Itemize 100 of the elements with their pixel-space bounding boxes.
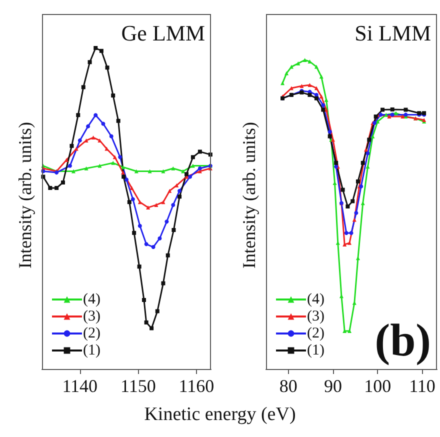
point (155, 309, 160, 314)
point (190, 155, 195, 160)
point (172, 228, 176, 232)
point (84, 166, 88, 170)
point (198, 166, 202, 170)
point (354, 210, 358, 215)
legend-label: (4) (307, 292, 324, 308)
legend-label: (2) (307, 326, 324, 342)
point (390, 112, 394, 117)
point (328, 134, 332, 138)
point (314, 92, 318, 97)
point (366, 151, 370, 156)
point (60, 180, 65, 184)
point (124, 178, 128, 182)
point (144, 242, 148, 246)
point (347, 240, 352, 245)
point (171, 202, 176, 207)
text: Si LMM (354, 20, 432, 46)
point (168, 188, 172, 193)
point (98, 138, 102, 142)
point (380, 108, 385, 112)
point (91, 136, 96, 140)
point (70, 144, 74, 148)
point (130, 186, 134, 190)
x-tick-label: 80 (279, 376, 298, 396)
legend-label: (1) (307, 342, 324, 358)
x-tick-label: 90 (324, 376, 342, 396)
point (284, 71, 289, 76)
point (184, 172, 189, 176)
point (78, 138, 82, 142)
point (280, 81, 285, 86)
point (48, 186, 52, 190)
point (148, 169, 152, 174)
point (86, 124, 90, 128)
point (109, 134, 114, 138)
point (367, 138, 372, 142)
point (111, 94, 116, 98)
point (105, 66, 110, 70)
point (154, 202, 158, 207)
point (81, 85, 86, 90)
point (349, 231, 354, 236)
point (387, 114, 392, 119)
point (302, 58, 307, 62)
point (94, 113, 98, 118)
point (138, 224, 142, 228)
point (150, 326, 154, 330)
y-axis-title: Intensity (arb. units) (239, 122, 259, 268)
point (181, 169, 186, 174)
point (101, 122, 106, 126)
point (364, 148, 368, 152)
point (370, 134, 375, 138)
legend-label: (3) (83, 308, 100, 324)
legend-label: (1) (83, 342, 100, 358)
point (158, 236, 162, 240)
point (137, 264, 142, 269)
legend-label: (4) (83, 292, 100, 308)
point (319, 94, 324, 98)
point (171, 166, 176, 170)
point (127, 200, 132, 204)
point (352, 218, 356, 222)
point (289, 64, 294, 69)
point (321, 108, 326, 112)
point (188, 174, 192, 179)
point (146, 206, 150, 210)
point (166, 253, 170, 258)
point (296, 61, 300, 66)
point (346, 204, 350, 208)
x-tick-label: 1140 (62, 376, 98, 396)
point (164, 220, 169, 224)
point (74, 146, 78, 151)
point (161, 281, 166, 286)
point (178, 194, 182, 199)
point (350, 199, 355, 204)
point (308, 83, 312, 88)
point (356, 179, 360, 184)
point (111, 160, 116, 165)
point (121, 170, 126, 175)
point (321, 103, 326, 108)
point (374, 114, 378, 119)
point (340, 188, 345, 192)
legend-label: (2) (83, 326, 100, 342)
point (116, 118, 120, 123)
point (76, 113, 80, 118)
point (121, 165, 126, 170)
x-tick-label: 100 (364, 376, 392, 396)
annotation: (b) (374, 314, 432, 366)
y-axis-title: Intensity (arb. units) (15, 122, 35, 268)
point (314, 96, 318, 100)
point (198, 150, 202, 154)
point (300, 84, 304, 88)
point (99, 48, 104, 53)
point (314, 64, 318, 69)
point (161, 200, 166, 204)
point (54, 186, 59, 190)
point (142, 298, 146, 302)
point (334, 160, 338, 165)
point (404, 108, 408, 112)
point (324, 98, 328, 102)
point (71, 169, 76, 174)
x-tick-label: 1160 (178, 376, 214, 396)
